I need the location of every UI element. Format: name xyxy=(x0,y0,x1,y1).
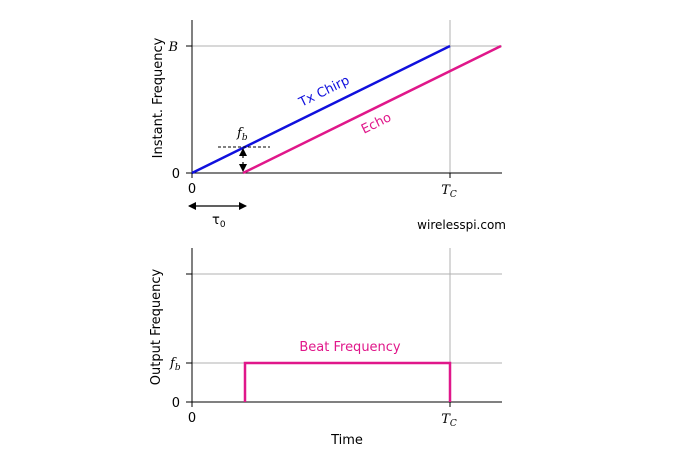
echo-line xyxy=(242,44,502,175)
tx-chirp-label: Tx Chirp xyxy=(296,73,352,111)
top-xtick-Tc: TC xyxy=(441,183,457,200)
top-panel: B 0 0 TC Instant. Frequency fb Tx Chirp … xyxy=(151,20,506,232)
fb-label-main: f xyxy=(236,126,244,141)
bottom-ylabel: Output Frequency xyxy=(149,268,164,385)
watermark: wirelesspi.com xyxy=(417,218,506,232)
top-ylabel: Instant. Frequency xyxy=(151,37,166,158)
bottom-ytick-fb: fb xyxy=(169,356,181,373)
top-xtick-0: 0 xyxy=(188,182,196,197)
top-xtick-Tc-main: T xyxy=(441,183,451,198)
bottom-xtick-Tc-sub: C xyxy=(450,419,457,429)
fb-label: fb xyxy=(236,126,248,143)
top-ytick-0: 0 xyxy=(172,167,180,182)
bottom-xtick-Tc: TC xyxy=(441,412,457,429)
top-xtick-Tc-sub: C xyxy=(450,190,457,200)
fb-label-sub: b xyxy=(242,133,248,143)
bottom-panel: fb 0 0 TC Output Frequency Time Beat Fre… xyxy=(149,248,502,448)
bottom-ytick-0: 0 xyxy=(172,396,180,411)
bottom-ytick-fb-main: f xyxy=(169,356,177,371)
tx-chirp-line xyxy=(191,44,451,175)
bottom-ytick-fb-sub: b xyxy=(175,363,181,373)
beat-frequency-line xyxy=(243,361,452,402)
bottom-xtick-Tc-main: T xyxy=(441,412,451,427)
bottom-xlabel: Time xyxy=(330,433,363,448)
bottom-xtick-0: 0 xyxy=(188,411,196,426)
beat-frequency-label: Beat Frequency xyxy=(299,340,401,355)
tau0-label-sub: 0 xyxy=(220,220,226,230)
tau0-label: τ0 xyxy=(212,213,226,230)
top-ytick-B: B xyxy=(167,40,178,55)
tau0-label-main: τ xyxy=(212,213,220,228)
